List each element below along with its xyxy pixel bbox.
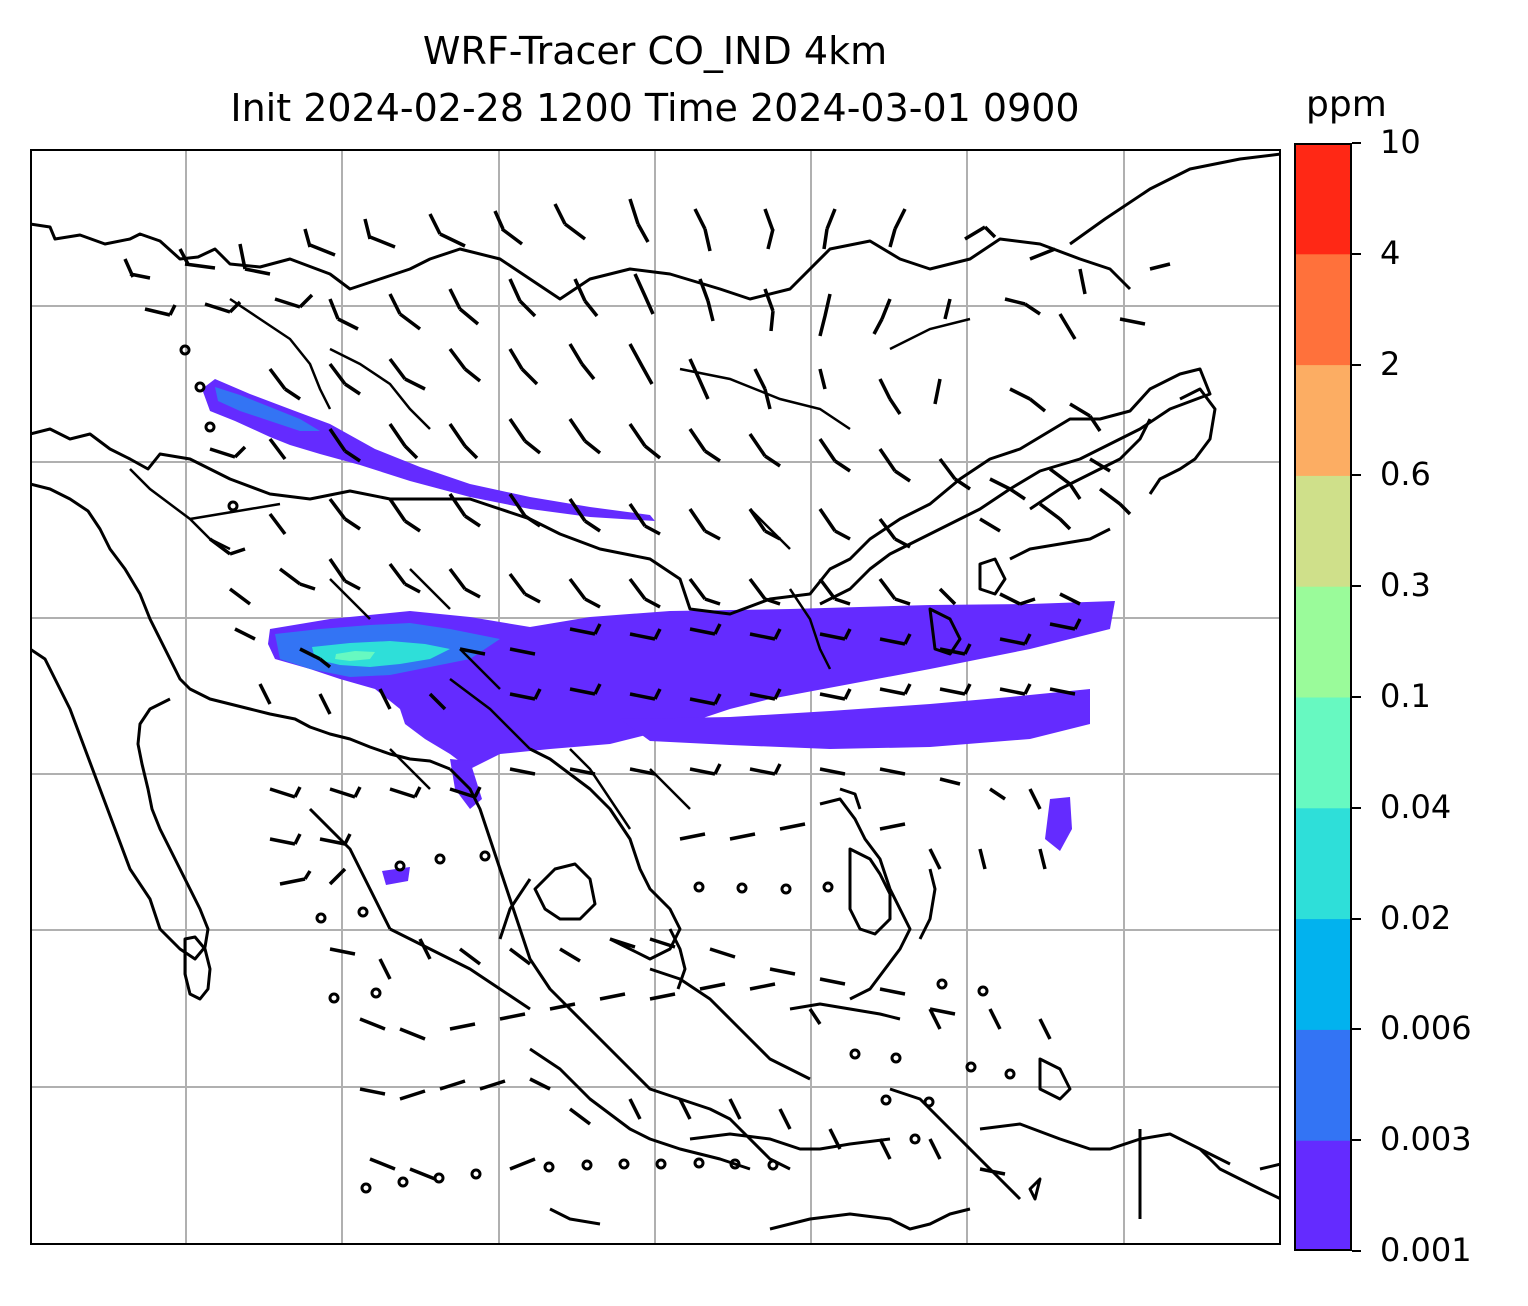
- colorbar-tick-mark: [1352, 806, 1361, 809]
- country-borders: [129, 297, 971, 830]
- calm-wind-markers: [179, 344, 1016, 1194]
- colorbar-tick-label: 0.001: [1380, 1231, 1472, 1269]
- colorbar-segment: [1294, 697, 1352, 809]
- colorbar-segment: [1294, 1140, 1352, 1251]
- colorbar-tick-mark: [1352, 696, 1361, 698]
- colorbar-tick-mark: [1352, 363, 1361, 366]
- colorbar-segment: [1294, 364, 1352, 476]
- wind-barbs: [123, 198, 1171, 1181]
- colorbar-tick-mark: [1352, 252, 1361, 255]
- colorbar-tick-label: 0.003: [1380, 1120, 1472, 1159]
- colorbar-tick-mark: [1352, 1139, 1361, 1142]
- colorbar: [1294, 143, 1352, 1251]
- tracer-patch-east: [1045, 797, 1072, 851]
- colorbar-tick-label: 0.1: [1380, 677, 1431, 715]
- colorbar-segment: [1294, 918, 1352, 1030]
- map-panel: [30, 149, 1281, 1245]
- colorbar-tick-mark: [1352, 142, 1361, 144]
- colorbar-tick-label: 10: [1380, 123, 1421, 161]
- tracer-plume-north-core: [215, 387, 320, 431]
- colorbar-segment: [1294, 253, 1352, 366]
- colorbar-tick-mark: [1352, 1250, 1361, 1252]
- colorbar-segment: [1294, 586, 1352, 698]
- tracer-plume-south: [620, 689, 1090, 749]
- tracer-patch-south: [382, 867, 410, 885]
- colorbar-tick-label: 4: [1380, 233, 1401, 272]
- colorbar-tick-label: 0.6: [1380, 455, 1431, 494]
- colorbar-tick-label: 0.006: [1380, 1009, 1472, 1048]
- colorbar-unit: ppm: [1306, 84, 1387, 125]
- tracer-core-green: [335, 651, 375, 661]
- colorbar-tick-label: 0.3: [1380, 566, 1431, 605]
- colorbar-tick-mark: [1352, 1028, 1361, 1031]
- colorbar-tick-label: 2: [1380, 344, 1401, 383]
- colorbar-segment: [1294, 807, 1352, 920]
- colorbar-tick-mark: [1352, 585, 1361, 588]
- colorbar-segment: [1294, 143, 1352, 255]
- map-subtitle: Init 2024-02-28 1200 Time 2024-03-01 090…: [230, 86, 1080, 130]
- colorbar-tick-mark: [1352, 474, 1361, 477]
- colorbar-tick-label: 0.04: [1380, 787, 1452, 826]
- colorbar-segment: [1294, 1029, 1352, 1141]
- colorbar-segment: [1294, 475, 1352, 587]
- tracer-plume-north: [202, 379, 655, 521]
- colorbar-tick-label: 0.02: [1380, 898, 1452, 937]
- colorbar-tick-mark: [1352, 917, 1361, 920]
- coastlines: [30, 152, 1281, 1231]
- map-title: WRF-Tracer CO_IND 4km: [422, 29, 888, 73]
